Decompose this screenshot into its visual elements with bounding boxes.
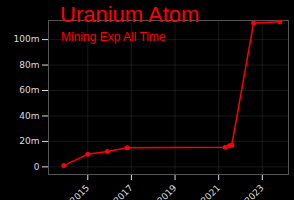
svg-text:40m: 40m xyxy=(19,111,39,121)
svg-text:60m: 60m xyxy=(19,85,39,95)
html-text:Mining Exp All Time: Mining Exp All Time xyxy=(61,30,166,44)
svg-text:2023: 2023 xyxy=(243,183,266,200)
svg-text:2015: 2015 xyxy=(68,183,91,200)
html-text:Uranium Atom: Uranium Atom xyxy=(60,2,200,27)
svg-text:20m: 20m xyxy=(19,136,39,146)
svg-text:2019: 2019 xyxy=(155,183,178,200)
svg-text:80m: 80m xyxy=(19,60,39,70)
svg-text:2021: 2021 xyxy=(199,183,222,200)
svg-text:2017: 2017 xyxy=(112,183,135,200)
svg-text:0: 0 xyxy=(34,162,40,172)
svg-text:100m: 100m xyxy=(14,34,40,44)
